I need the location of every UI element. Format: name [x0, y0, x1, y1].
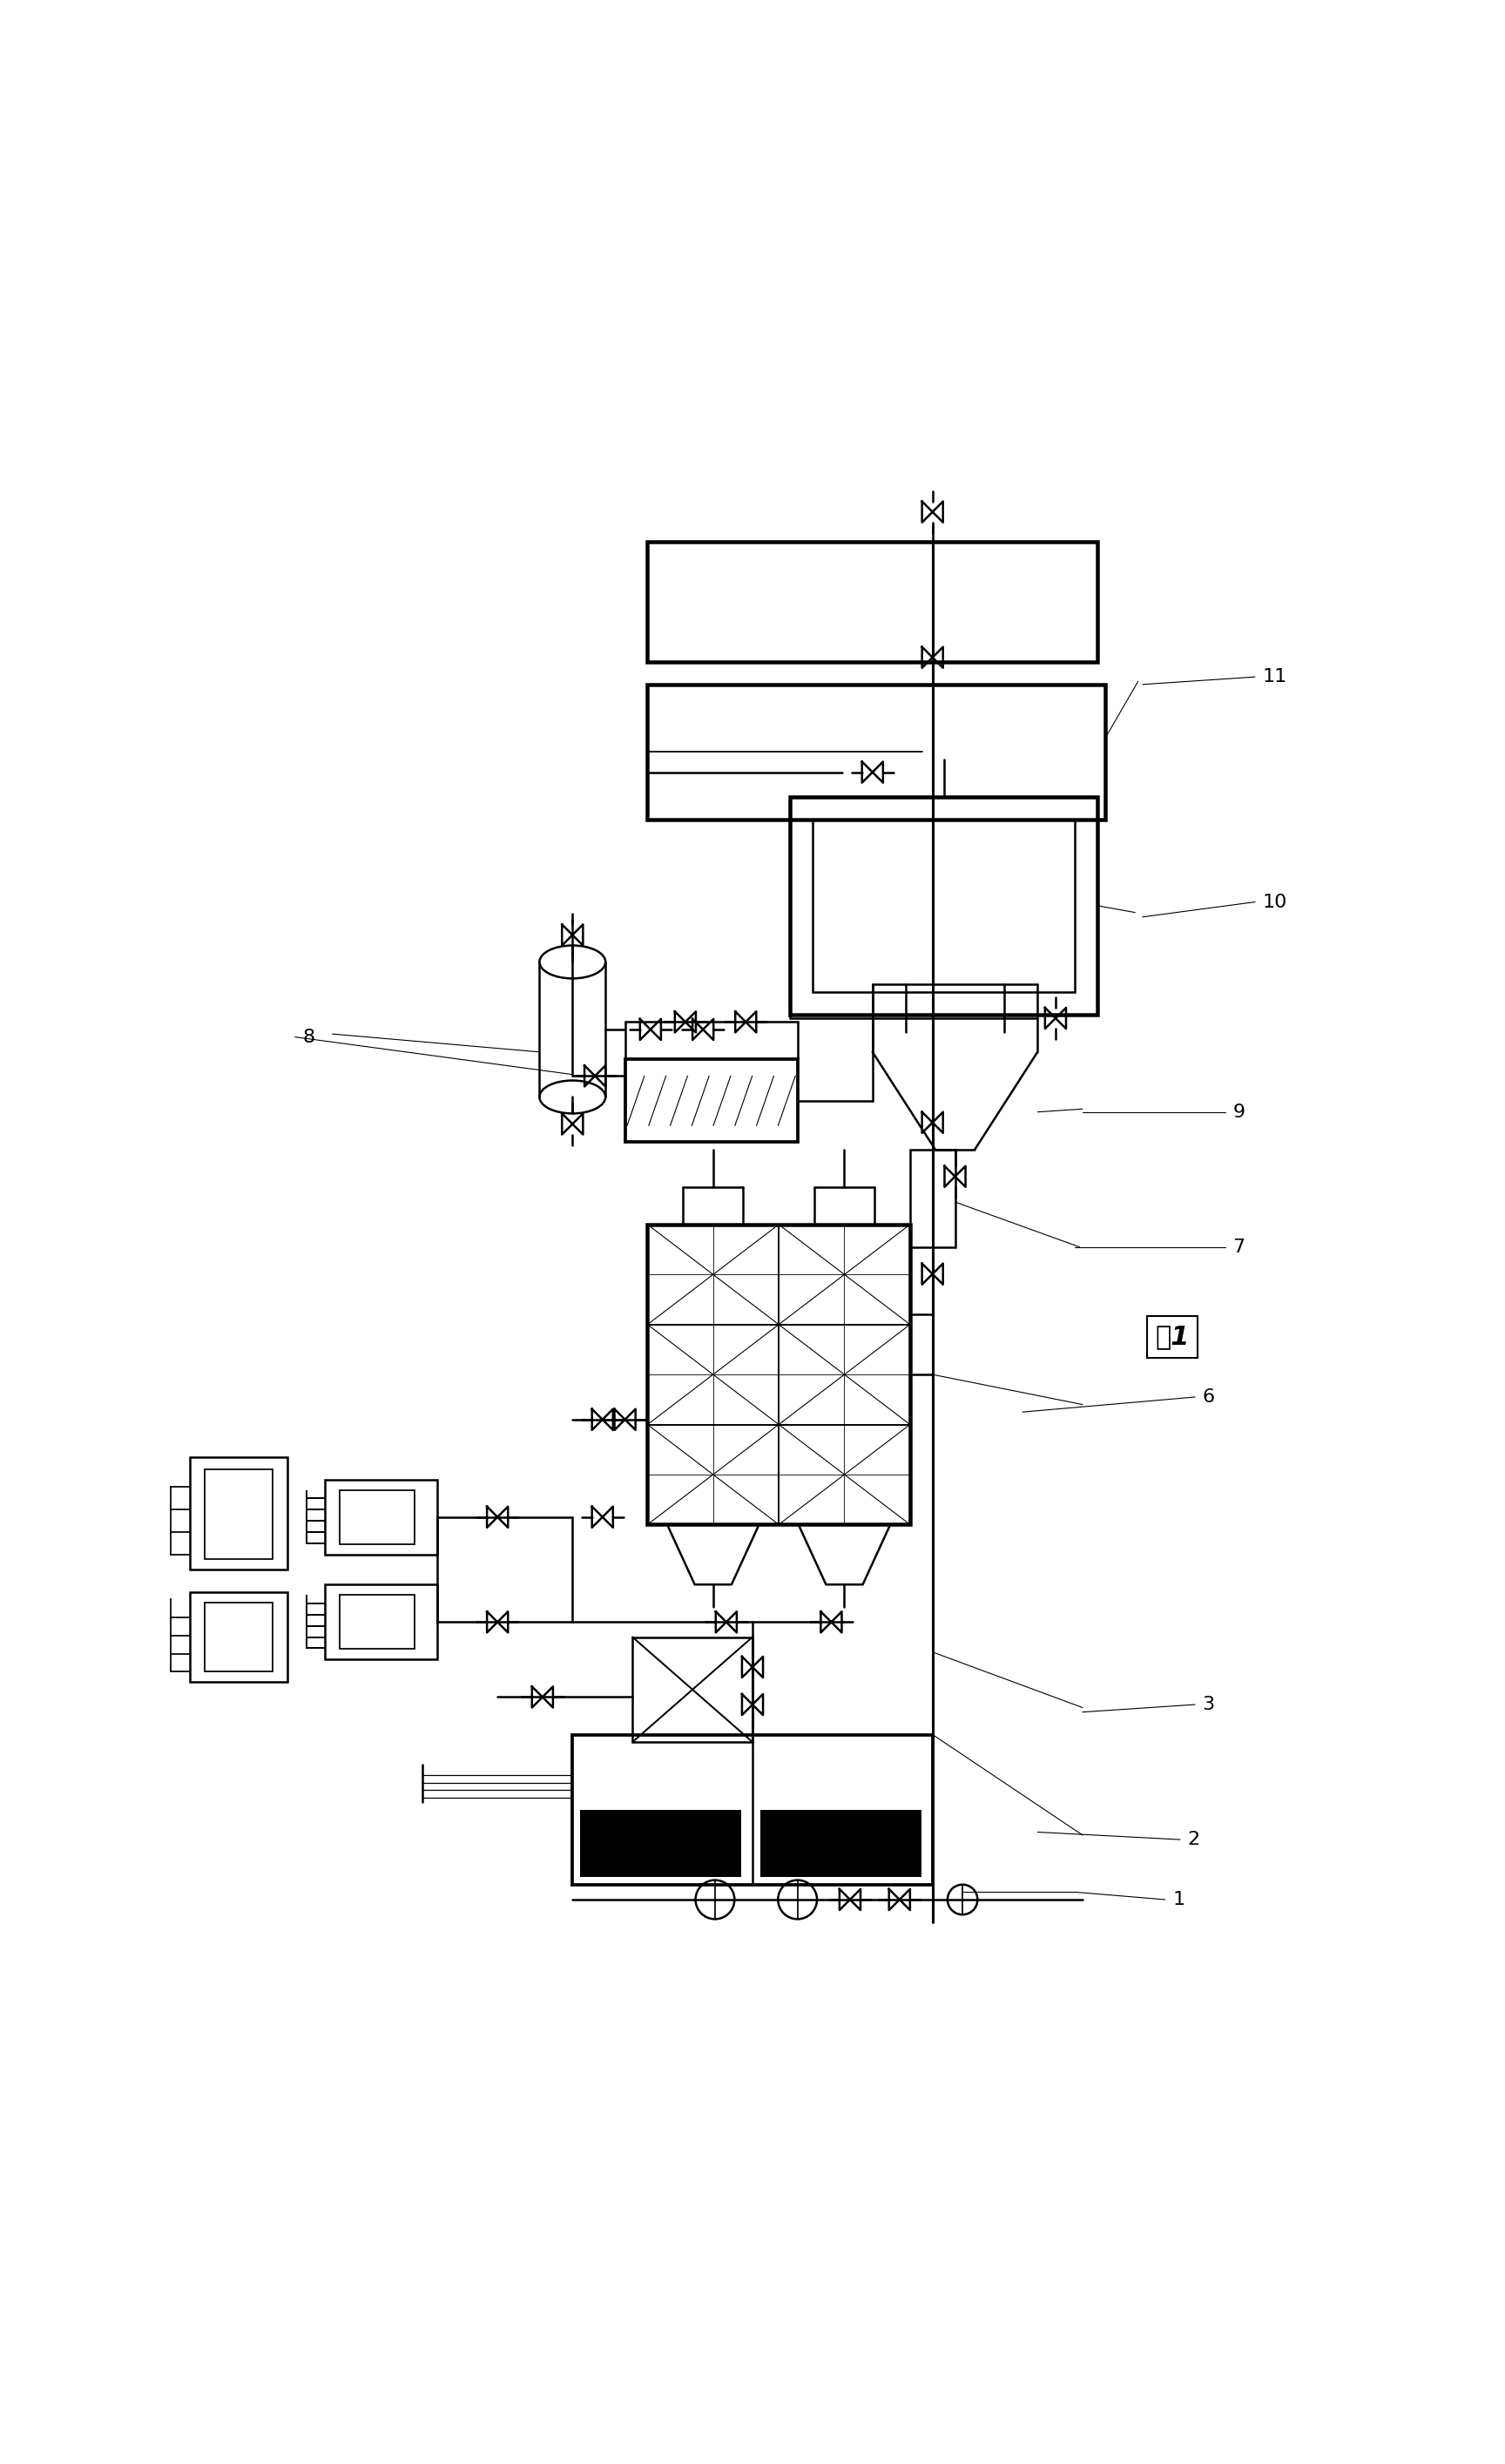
- Bar: [340, 1594, 415, 1648]
- Text: 图1: 图1: [1156, 1323, 1190, 1350]
- Bar: [632, 1636, 752, 1742]
- Bar: [205, 1469, 272, 1560]
- Bar: [911, 1151, 956, 1247]
- Bar: [790, 796, 1097, 1015]
- Text: 6: 6: [1202, 1387, 1215, 1407]
- Bar: [205, 1602, 272, 1671]
- Bar: [647, 685, 1105, 821]
- Bar: [647, 1225, 778, 1326]
- Circle shape: [695, 1880, 734, 1919]
- Bar: [647, 1326, 778, 1424]
- Text: 9: 9: [1233, 1104, 1245, 1121]
- Bar: [340, 1491, 415, 1545]
- Bar: [647, 1424, 778, 1525]
- Bar: [579, 1809, 742, 1878]
- Text: 10: 10: [1263, 894, 1287, 912]
- Bar: [190, 1456, 287, 1570]
- Bar: [760, 1809, 921, 1878]
- Bar: [813, 821, 1075, 993]
- Bar: [625, 1060, 798, 1141]
- Bar: [778, 1326, 911, 1424]
- Bar: [190, 1592, 287, 1683]
- Bar: [778, 1424, 911, 1525]
- Text: 8: 8: [303, 1027, 315, 1045]
- Text: 3: 3: [1202, 1695, 1215, 1712]
- Bar: [647, 1225, 911, 1525]
- Circle shape: [948, 1885, 978, 1915]
- Bar: [572, 1735, 933, 1885]
- Text: 11: 11: [1263, 668, 1287, 685]
- Bar: [325, 1584, 438, 1661]
- Text: 7: 7: [1233, 1239, 1245, 1257]
- Text: 1: 1: [1172, 1890, 1184, 1907]
- Circle shape: [778, 1880, 817, 1919]
- Text: 2: 2: [1187, 1831, 1199, 1848]
- Bar: [325, 1478, 438, 1555]
- Bar: [778, 1225, 911, 1326]
- Bar: [647, 542, 1097, 663]
